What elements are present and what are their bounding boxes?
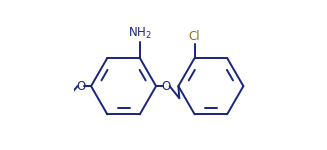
Text: NH$_2$: NH$_2$ [128,26,152,41]
Text: Cl: Cl [189,30,200,43]
Text: O: O [162,80,171,93]
Text: O: O [76,80,85,93]
